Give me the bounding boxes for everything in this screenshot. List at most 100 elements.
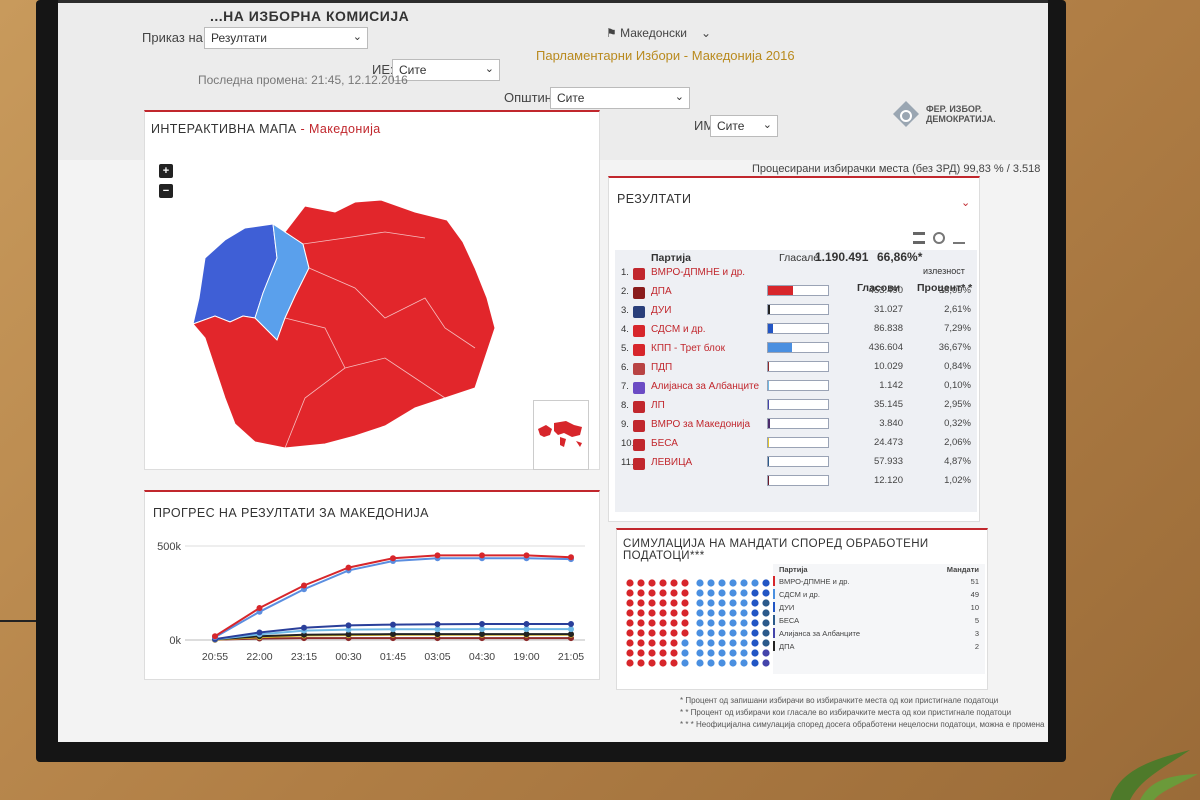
municipality-select[interactable]: Сите ⌄ <box>550 87 690 109</box>
simulation-party-name: БЕСА <box>779 616 800 625</box>
macedonia-map[interactable] <box>185 198 505 458</box>
logo: ФЕР. ИЗБОР. ДЕМОКРАТИЈА. <box>892 100 996 128</box>
x-tick-label: 21:05 <box>558 651 584 663</box>
simulation-rows: ВМРО-ДПМНЕ и др. 51 СДСМ и др. 49 ДУИ 10 БЕСА 5… <box>773 576 985 672</box>
show-select[interactable]: Резултати ⌄ <box>204 27 368 49</box>
result-bar <box>767 399 829 410</box>
seat-dot <box>729 619 737 627</box>
data-point <box>479 552 485 559</box>
data-point <box>568 554 574 561</box>
seat-dot <box>659 639 667 647</box>
result-row[interactable]: 11. ЛЕВИЦА <box>615 454 995 474</box>
chevron-down-icon: ⌄ <box>484 63 494 75</box>
party-color-marker <box>773 615 775 625</box>
result-row[interactable]: 4. СДСМ и др. <box>615 321 995 341</box>
language-selector[interactable]: ⚑ Македонски ⌄ <box>606 26 711 40</box>
seat-dot <box>670 609 678 617</box>
result-bar <box>767 456 829 467</box>
world-minimap[interactable] <box>533 400 589 470</box>
votes-value: 436.604 <box>868 342 903 353</box>
result-row[interactable]: 5. КПП - Трет блок <box>615 340 995 360</box>
turnout-label: излезност <box>923 266 965 276</box>
party-name: ВМРО-ДПМНЕ и др. <box>651 267 746 278</box>
seat-dot <box>751 659 759 667</box>
result-row[interactable]: 2. ДПА <box>615 283 995 303</box>
simulation-table: Партија Мандати ВМРО-ДПМНЕ и др. 51 СДСМ и… <box>773 564 985 674</box>
result-bar-fill <box>768 305 770 314</box>
y-tick-label: 500k <box>157 541 181 553</box>
seat-dot <box>729 609 737 617</box>
results-title: РЕЗУЛТАТИ <box>617 192 692 206</box>
data-point <box>479 621 485 628</box>
data-point <box>434 552 441 559</box>
seat-dot <box>648 649 656 657</box>
seat-dot <box>729 599 737 607</box>
data-point <box>212 633 218 640</box>
result-row[interactable]: 1. ВМРО-ДПМНЕ и др. <box>615 264 995 284</box>
seat-dot <box>740 589 748 597</box>
row-number: 5. <box>621 343 629 354</box>
seat-dot <box>648 639 656 647</box>
seat-dot <box>648 599 656 607</box>
result-row[interactable]: 9. ВМРО за Македонија <box>615 416 995 436</box>
simulation-party-header: Партија <box>779 565 808 574</box>
percent-value: 36,67% <box>938 342 971 353</box>
seat-dot <box>637 599 645 607</box>
im-select[interactable]: Сите ⌄ <box>710 115 778 137</box>
seat-dot <box>626 619 634 627</box>
seat-dot <box>696 649 704 657</box>
result-row[interactable]: 7. Алијанса за Албанците <box>615 378 995 398</box>
result-row[interactable]: 10. БЕСА <box>615 435 995 455</box>
party-header: Партија <box>651 252 692 264</box>
data-point <box>568 626 574 633</box>
seat-dot <box>637 649 645 657</box>
zoom-in-button[interactable]: + <box>159 164 173 178</box>
data-point <box>479 631 485 638</box>
list-view-icon[interactable] <box>913 232 925 244</box>
simulation-row: БЕСА 5 <box>773 615 983 626</box>
party-logo-icon <box>633 287 645 299</box>
votes-value: 3.840 <box>879 418 903 429</box>
seat-dot <box>681 609 689 617</box>
votes-value: 86.838 <box>873 323 903 334</box>
seat-dot <box>696 609 704 617</box>
simulation-row: ДУИ 10 <box>773 602 983 613</box>
map-panel-title: ИНТЕРАКТИВНА МАПА - Македонија <box>151 122 381 136</box>
bar-chart-icon[interactable] <box>953 232 965 244</box>
chevron-down-icon: ⌄ <box>700 26 712 40</box>
simulation-row: ДПА 2 <box>773 641 983 652</box>
result-row[interactable]: 6. ПДП <box>615 359 995 379</box>
seat-dot <box>648 579 656 587</box>
seat-dot <box>648 609 656 617</box>
simulation-party-name: ДПА <box>779 642 795 651</box>
seat-dot <box>637 619 645 627</box>
party-name: ДПА <box>651 286 672 297</box>
seat-dot <box>681 589 689 597</box>
ie-select[interactable]: Сите ⌄ <box>392 59 500 81</box>
flag-icon: ⚑ <box>606 26 621 40</box>
clock-icon[interactable] <box>933 232 945 244</box>
percent-header: Процент* * <box>917 282 973 294</box>
row-number: 4. <box>621 324 629 335</box>
percent-value: 2,06% <box>944 437 971 448</box>
seat-dot <box>659 609 667 617</box>
result-bar-fill <box>768 438 770 447</box>
data-point <box>523 552 530 559</box>
party-logo-icon <box>633 325 645 337</box>
result-row[interactable]: 8. ЛП <box>615 397 995 417</box>
chevron-down-icon[interactable]: ⌄ <box>961 197 971 209</box>
seat-dot <box>670 599 678 607</box>
votes-value: 57.933 <box>873 456 903 467</box>
votes-value: 10.029 <box>873 361 903 372</box>
zoom-out-button[interactable]: − <box>159 184 173 198</box>
seat-dot <box>718 609 726 617</box>
chevron-down-icon: ⌄ <box>674 91 684 103</box>
votes-header: Гласови <box>857 282 901 294</box>
party-name: ПДП <box>651 362 673 373</box>
seat-dot <box>762 579 770 587</box>
cable <box>0 620 40 622</box>
seat-dot <box>696 629 704 637</box>
seat-dot <box>762 609 770 617</box>
result-row[interactable]: 3. ДУИ <box>615 302 995 322</box>
seat-dot <box>762 649 770 657</box>
